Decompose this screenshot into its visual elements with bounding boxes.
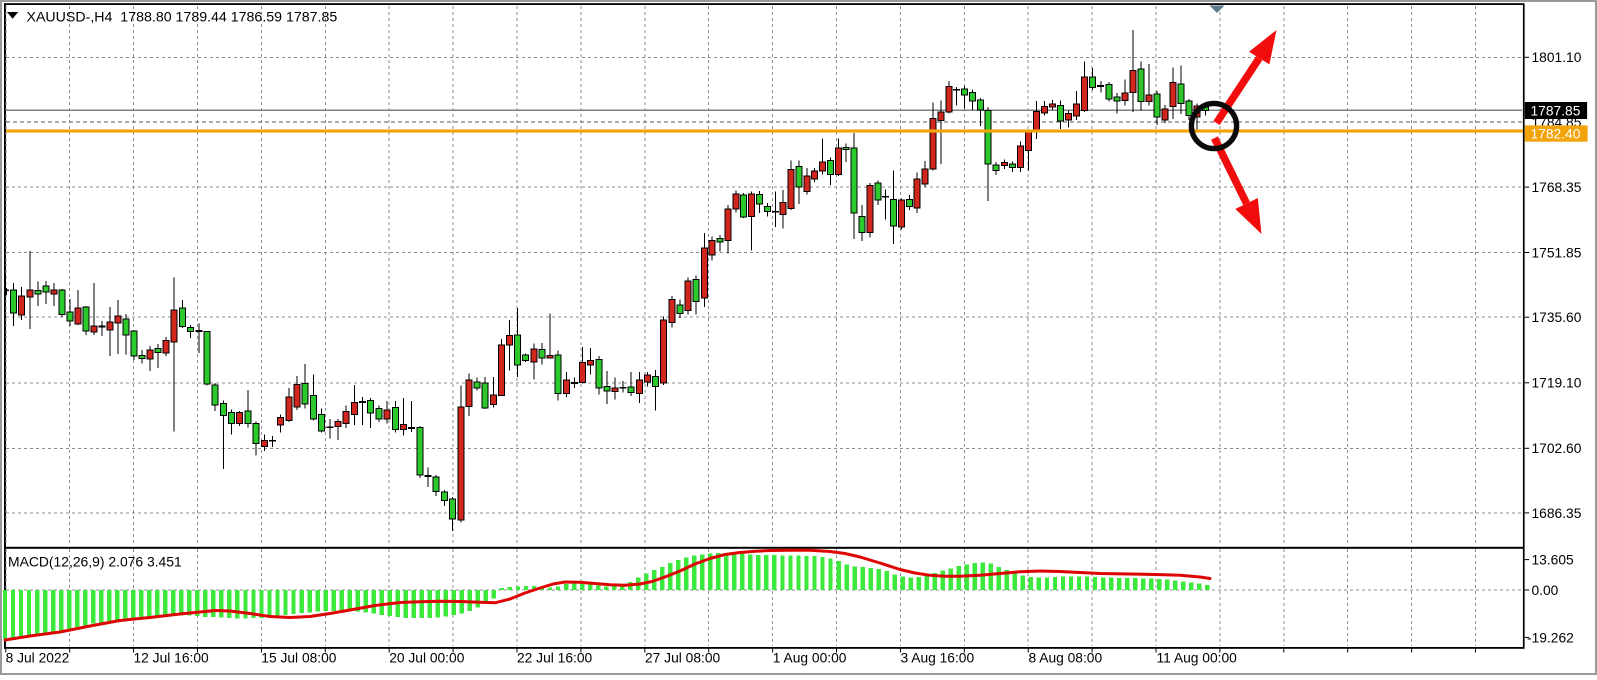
svg-text:12 Jul 16:00: 12 Jul 16:00 <box>134 650 210 665</box>
svg-text:1801.10: 1801.10 <box>1532 50 1582 65</box>
svg-text:8 Jul 2022: 8 Jul 2022 <box>6 650 70 665</box>
svg-text:27 Jul 08:00: 27 Jul 08:00 <box>645 650 721 665</box>
svg-text:11 Aug 00:00: 11 Aug 00:00 <box>1157 650 1238 665</box>
svg-text:1702.60: 1702.60 <box>1532 441 1582 456</box>
svg-text:1686.35: 1686.35 <box>1532 506 1582 521</box>
svg-text:1735.60: 1735.60 <box>1532 310 1582 325</box>
svg-text:1782.40: 1782.40 <box>1531 127 1581 142</box>
svg-text:1768.35: 1768.35 <box>1532 180 1582 195</box>
svg-text:-19.262: -19.262 <box>1527 630 1574 645</box>
svg-text:1787.85: 1787.85 <box>1531 104 1581 119</box>
svg-text:20 Jul 00:00: 20 Jul 00:00 <box>389 650 465 665</box>
svg-text:8 Aug 08:00: 8 Aug 08:00 <box>1029 650 1103 665</box>
svg-text:22 Jul 16:00: 22 Jul 16:00 <box>517 650 593 665</box>
svg-text:1751.85: 1751.85 <box>1532 245 1582 260</box>
svg-text:MACD(12,26,9) 2.076 3.451: MACD(12,26,9) 2.076 3.451 <box>8 553 182 569</box>
svg-text:1 Aug 00:00: 1 Aug 00:00 <box>773 650 847 665</box>
svg-text:13.605: 13.605 <box>1532 553 1575 568</box>
svg-text:XAUUSD-,H4 1788.80 1789.44 17: XAUUSD-,H4 1788.80 1789.44 1786.59 1787.… <box>27 10 338 26</box>
svg-text:15 Jul 08:00: 15 Jul 08:00 <box>261 650 337 665</box>
svg-text:3 Aug 16:00: 3 Aug 16:00 <box>901 650 975 665</box>
svg-text:1719.10: 1719.10 <box>1532 376 1582 391</box>
svg-text:0.00: 0.00 <box>1532 583 1559 598</box>
